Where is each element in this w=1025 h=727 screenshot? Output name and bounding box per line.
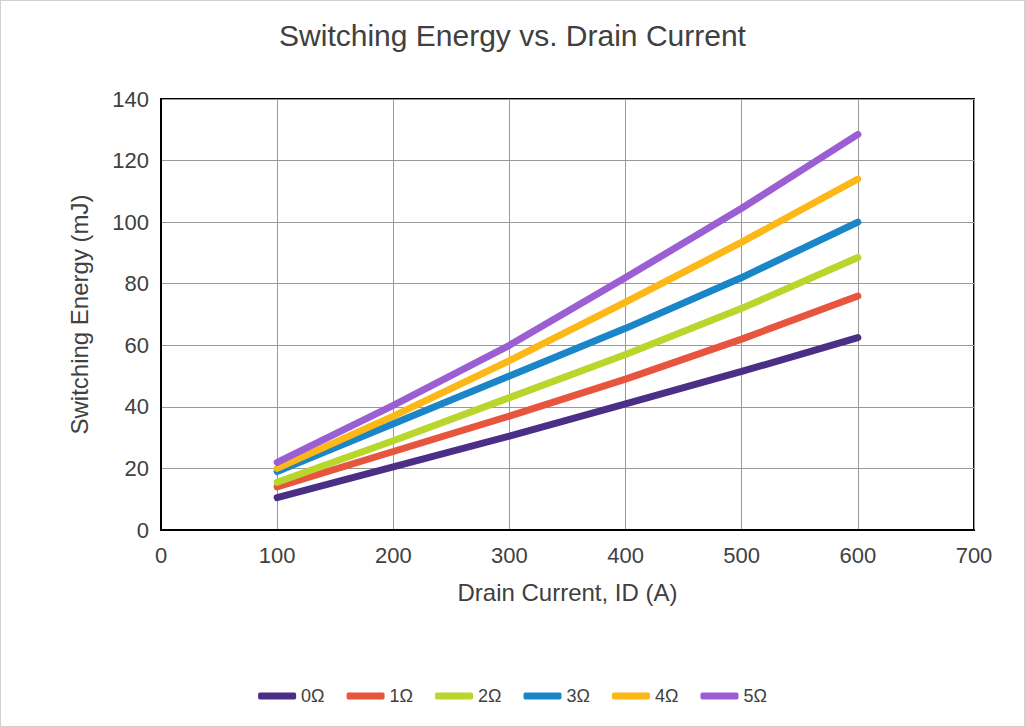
svg-text:2Ω: 2Ω: [478, 686, 501, 706]
svg-text:120: 120: [112, 148, 149, 173]
svg-text:140: 140: [112, 87, 149, 112]
svg-text:200: 200: [375, 543, 412, 568]
svg-text:700: 700: [956, 543, 993, 568]
svg-text:600: 600: [839, 543, 876, 568]
svg-text:100: 100: [259, 543, 296, 568]
svg-text:400: 400: [607, 543, 644, 568]
svg-text:0Ω: 0Ω: [301, 686, 324, 706]
svg-text:80: 80: [125, 271, 149, 296]
svg-text:300: 300: [491, 543, 528, 568]
svg-text:4Ω: 4Ω: [655, 686, 678, 706]
svg-text:Drain Current, ID (A): Drain Current, ID (A): [457, 579, 677, 606]
svg-text:3Ω: 3Ω: [567, 686, 590, 706]
svg-text:20: 20: [125, 456, 149, 481]
svg-text:0: 0: [155, 543, 167, 568]
svg-text:100: 100: [112, 210, 149, 235]
svg-text:40: 40: [125, 394, 149, 419]
svg-text:Switching Energy vs. Drain Cur: Switching Energy vs. Drain Current: [279, 19, 747, 52]
svg-text:Switching Energy (mJ): Switching Energy (mJ): [66, 194, 93, 434]
svg-text:0: 0: [137, 518, 149, 543]
svg-text:500: 500: [723, 543, 760, 568]
svg-text:5Ω: 5Ω: [743, 686, 766, 706]
svg-text:60: 60: [125, 333, 149, 358]
svg-text:1Ω: 1Ω: [390, 686, 413, 706]
